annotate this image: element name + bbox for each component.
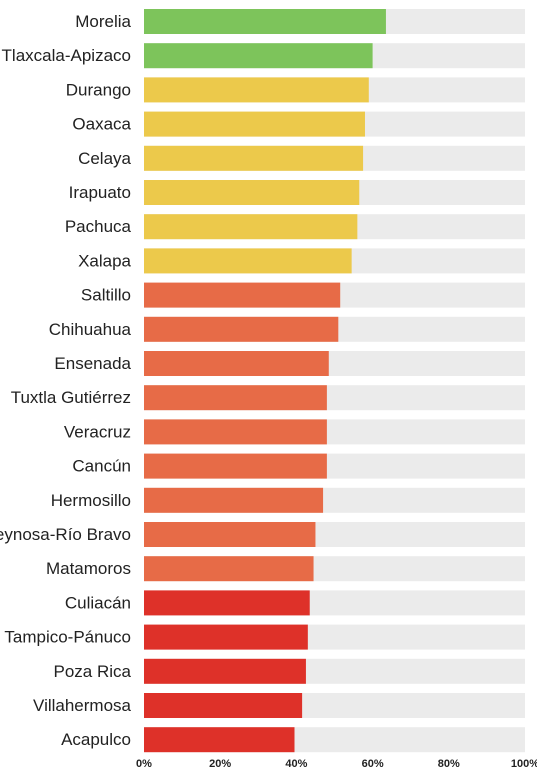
category-label: Tuxtla Gutiérrez	[11, 388, 131, 407]
category-label: Hermosillo	[51, 491, 131, 510]
bar	[144, 43, 373, 69]
bar	[144, 658, 306, 684]
bar	[144, 522, 316, 547]
category-label: Matamoros	[46, 559, 131, 578]
bar	[144, 111, 365, 137]
x-tick-label: 40%	[285, 758, 307, 770]
category-label: Oaxaca	[72, 115, 131, 134]
bar	[144, 727, 295, 753]
bar	[144, 693, 303, 718]
bars	[144, 9, 386, 753]
bar	[144, 214, 358, 240]
bar	[144, 385, 327, 411]
category-label: Chihuahua	[49, 320, 132, 339]
category-label: Durango	[66, 80, 131, 99]
bar	[144, 180, 360, 205]
bar	[144, 487, 324, 513]
category-label: Ensenada	[54, 354, 131, 373]
category-label: Tlaxcala-Apizaco	[2, 46, 131, 65]
bar	[144, 590, 310, 616]
category-label: Saltillo	[81, 286, 131, 305]
category-label: Villahermosa	[33, 696, 132, 715]
x-axis-tick-labels: 0% 20% 40% 60% 80% 100%	[136, 758, 537, 770]
bar	[144, 282, 341, 308]
category-label: Celaya	[78, 149, 131, 168]
category-label: Poza Rica	[54, 662, 132, 681]
bar	[144, 419, 327, 445]
category-label: Culiacán	[65, 593, 131, 612]
bar	[144, 453, 327, 479]
category-label: Veracruz	[64, 422, 131, 441]
bar	[144, 248, 352, 274]
x-tick-label: 0%	[136, 758, 152, 770]
category-label: Xalapa	[78, 251, 131, 270]
bar	[144, 556, 314, 582]
x-tick-label: 20%	[209, 758, 231, 770]
x-tick-label: 100%	[511, 758, 537, 770]
category-labels: Morelia Tlaxcala-Apizaco Durango Oaxaca Cela…	[0, 12, 132, 749]
x-tick-label: 60%	[362, 758, 384, 770]
category-label: Tampico-Pánuco	[4, 628, 131, 647]
bar	[144, 316, 339, 342]
x-tick-label: 80%	[438, 758, 460, 770]
category-label: Cancún	[72, 457, 131, 476]
category-label: Acapulco	[61, 730, 131, 749]
bar	[144, 145, 364, 171]
category-label: Morelia	[75, 12, 131, 31]
bar	[144, 624, 308, 650]
category-label: Reynosa-Río Bravo	[0, 525, 131, 544]
category-label: Irapuato	[69, 183, 131, 202]
bar	[144, 9, 386, 34]
bar	[144, 77, 369, 103]
bar	[144, 351, 329, 376]
category-label: Pachuca	[65, 217, 132, 236]
